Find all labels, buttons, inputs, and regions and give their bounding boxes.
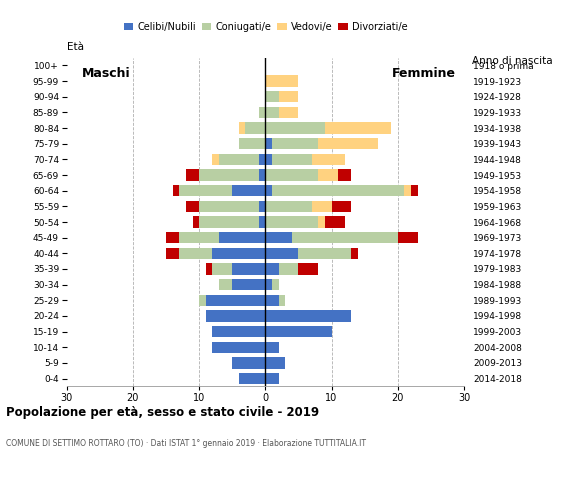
Bar (266, 91, 278, 102)
Bar (311, 201, 332, 212)
Bar (206, 264, 212, 275)
Bar (266, 232, 292, 243)
Bar (179, 232, 219, 243)
Bar (266, 342, 278, 353)
Bar (318, 138, 378, 149)
Bar (186, 169, 199, 180)
Bar (266, 264, 278, 275)
Text: Anno di nascita: Anno di nascita (472, 56, 552, 66)
Bar (272, 138, 318, 149)
Bar (199, 201, 259, 212)
Bar (259, 201, 266, 212)
Bar (239, 122, 245, 134)
Bar (278, 107, 299, 118)
Bar (266, 138, 272, 149)
Legend: Celibi/Nubili, Coniugati/e, Vedovi/e, Divorziati/e: Celibi/Nubili, Coniugati/e, Vedovi/e, Di… (119, 18, 411, 36)
Bar (266, 122, 325, 134)
Bar (292, 232, 398, 243)
Bar (266, 216, 318, 228)
Bar (272, 154, 311, 165)
Bar (259, 154, 266, 165)
Bar (186, 201, 199, 212)
Bar (259, 216, 266, 228)
Bar (219, 154, 259, 165)
Text: Femmine: Femmine (392, 67, 456, 80)
Bar (212, 248, 266, 259)
Bar (206, 295, 266, 306)
Bar (278, 295, 285, 306)
Bar (239, 373, 266, 384)
Bar (338, 169, 351, 180)
Bar (212, 342, 266, 353)
Bar (266, 169, 318, 180)
Bar (404, 185, 411, 196)
Bar (212, 326, 266, 337)
Bar (206, 310, 266, 322)
Bar (199, 169, 259, 180)
Bar (332, 201, 351, 212)
Bar (219, 279, 232, 290)
Bar (166, 232, 179, 243)
Bar (266, 357, 285, 369)
Bar (266, 373, 278, 384)
Bar (193, 216, 199, 228)
Bar (325, 122, 391, 134)
Bar (266, 154, 272, 165)
Bar (173, 185, 179, 196)
Bar (311, 154, 345, 165)
Bar (166, 248, 179, 259)
Text: Popolazione per età, sesso e stato civile - 2019: Popolazione per età, sesso e stato civil… (6, 406, 319, 419)
Bar (199, 295, 206, 306)
Bar (266, 310, 351, 322)
Bar (259, 107, 266, 118)
Bar (299, 264, 318, 275)
Bar (266, 185, 272, 196)
Bar (232, 279, 266, 290)
Bar (398, 232, 418, 243)
Bar (318, 216, 325, 228)
Bar (259, 169, 266, 180)
Bar (245, 122, 266, 134)
Bar (239, 138, 266, 149)
Bar (219, 232, 266, 243)
Bar (232, 357, 266, 369)
Bar (232, 185, 266, 196)
Bar (232, 264, 266, 275)
Bar (212, 154, 219, 165)
Bar (199, 216, 259, 228)
Bar (266, 201, 311, 212)
Bar (266, 248, 299, 259)
Bar (266, 75, 299, 87)
Bar (272, 279, 278, 290)
Bar (179, 185, 232, 196)
Bar (318, 169, 338, 180)
Bar (351, 248, 358, 259)
Bar (266, 326, 332, 337)
Bar (272, 185, 404, 196)
Bar (325, 216, 345, 228)
Bar (266, 107, 278, 118)
Bar (411, 185, 418, 196)
Bar (266, 295, 278, 306)
Bar (278, 91, 299, 102)
Bar (299, 248, 351, 259)
Bar (278, 264, 299, 275)
Bar (179, 248, 212, 259)
Text: COMUNE DI SETTIMO ROTTARO (TO) · Dati ISTAT 1° gennaio 2019 · Elaborazione TUTTI: COMUNE DI SETTIMO ROTTARO (TO) · Dati IS… (6, 439, 366, 448)
Bar (266, 279, 272, 290)
Text: Maschi: Maschi (82, 67, 130, 80)
Text: Età: Età (67, 42, 84, 52)
Bar (212, 264, 232, 275)
